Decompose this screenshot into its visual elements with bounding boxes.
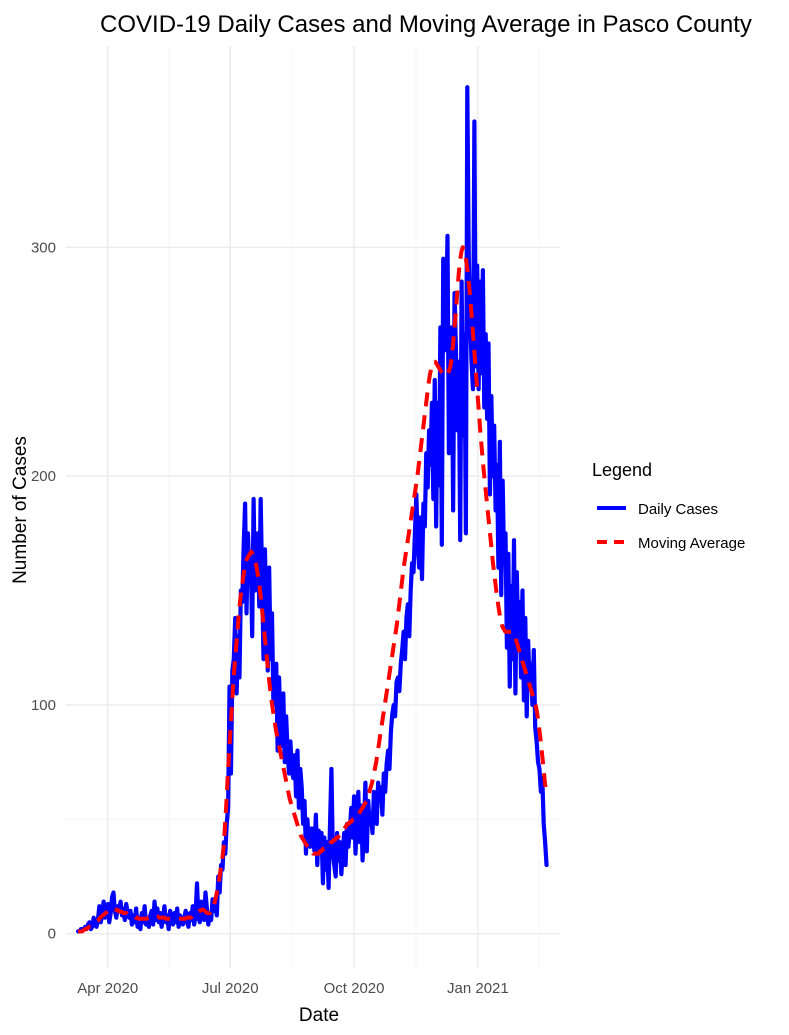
daily-cases-line xyxy=(76,85,549,934)
axis-ticks: 0 100 200 300 Apr 2020 Jul 2020 Oct 2020 Jan 20… xyxy=(31,239,509,997)
x-tick-label: Apr 2020 xyxy=(77,980,138,997)
grid xyxy=(66,46,560,968)
y-tick-label: 200 xyxy=(31,468,56,485)
x-axis-title: Date xyxy=(299,1005,339,1026)
y-tick-label: 300 xyxy=(31,239,56,256)
x-tick-label: Jul 2020 xyxy=(202,980,259,997)
x-tick-label: Jan 2021 xyxy=(447,980,509,997)
legend-title: Legend xyxy=(592,460,652,480)
y-tick-label: 100 xyxy=(31,697,56,714)
y-tick-label: 0 xyxy=(48,926,56,943)
plot-series xyxy=(76,85,549,934)
chart-title: COVID-19 Daily Cases and Moving Average … xyxy=(100,11,752,38)
legend-label-moving-average: Moving Average xyxy=(638,535,745,552)
y-axis-title: Number of Cases xyxy=(10,436,31,584)
legend-label-daily-cases: Daily Cases xyxy=(638,501,718,518)
legend: Legend Daily Cases Moving Average xyxy=(592,460,745,552)
x-tick-label: Oct 2020 xyxy=(324,980,385,997)
